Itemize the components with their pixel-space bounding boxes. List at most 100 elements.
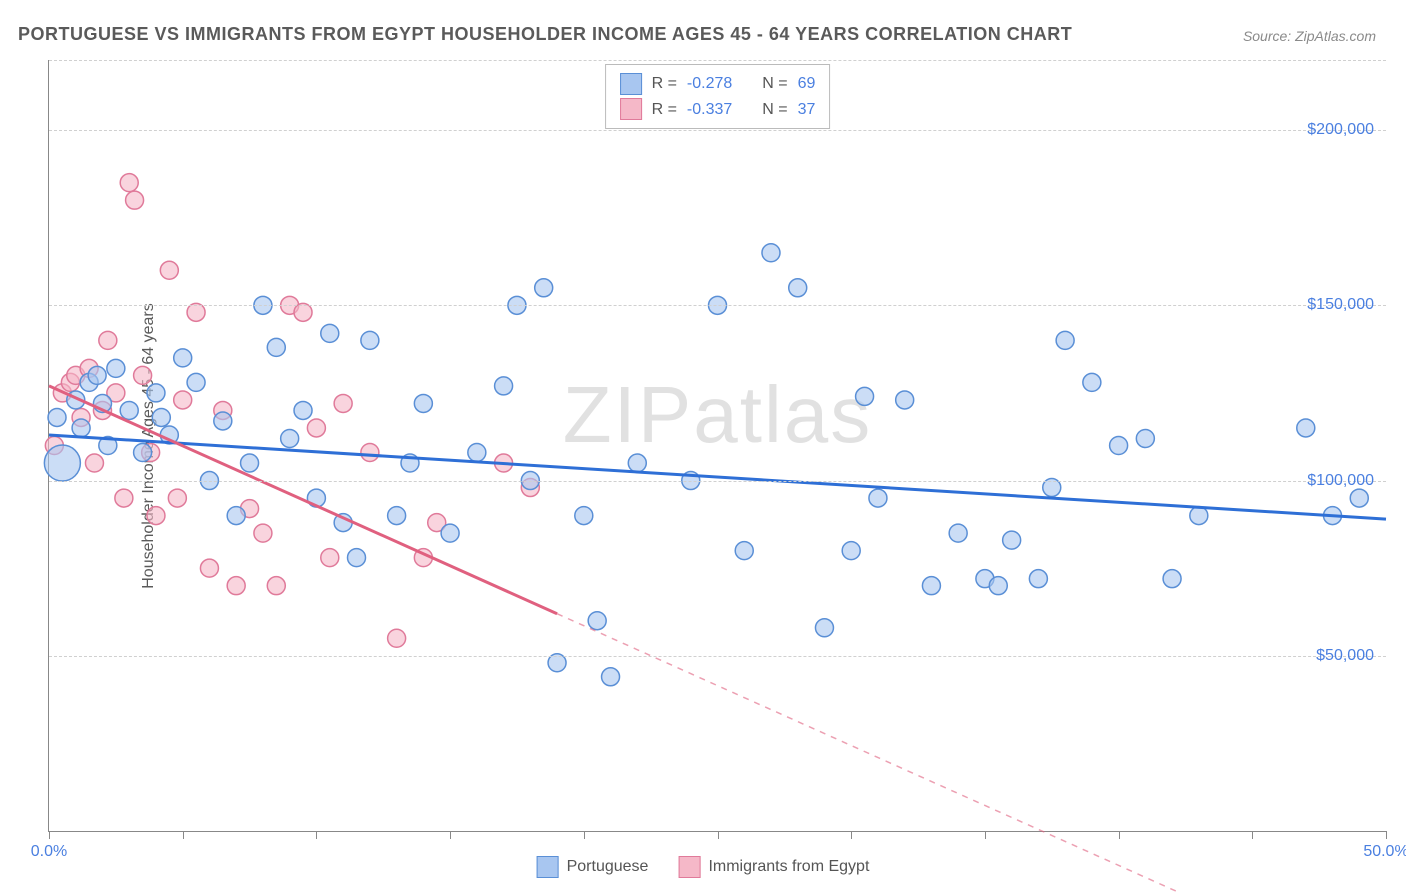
data-point (187, 373, 205, 391)
x-tick (450, 831, 451, 839)
stats-box: R =-0.278N =69R =-0.337N =37 (605, 64, 831, 129)
data-point (174, 349, 192, 367)
data-point (789, 279, 807, 297)
gridline (49, 305, 1386, 306)
x-tick-label: 0.0% (31, 843, 67, 861)
y-tick-label: $150,000 (1307, 296, 1374, 314)
x-tick (851, 831, 852, 839)
data-point (628, 454, 646, 472)
x-tick (1386, 831, 1387, 839)
data-point (267, 577, 285, 595)
source-label: Source: ZipAtlas.com (1243, 28, 1376, 44)
n-label: N = (762, 97, 787, 123)
legend-swatch (537, 856, 559, 878)
gridline (49, 481, 1386, 482)
legend-label: Portuguese (567, 858, 649, 876)
data-point (120, 174, 138, 192)
x-tick-label: 50.0% (1363, 843, 1406, 861)
data-point (72, 419, 90, 437)
data-point (227, 507, 245, 525)
data-point (1350, 489, 1368, 507)
data-point (160, 261, 178, 279)
data-point (762, 244, 780, 262)
data-point (334, 394, 352, 412)
x-tick (1119, 831, 1120, 839)
n-value: 37 (798, 97, 816, 123)
data-point (414, 394, 432, 412)
data-point (361, 444, 379, 462)
data-point (254, 524, 272, 542)
data-point (949, 524, 967, 542)
data-point (388, 507, 406, 525)
legend-item: Immigrants from Egypt (678, 856, 869, 878)
data-point (602, 668, 620, 686)
x-tick (718, 831, 719, 839)
x-tick (985, 831, 986, 839)
data-point (856, 387, 874, 405)
legend-item: Portuguese (537, 856, 649, 878)
legend-swatch (678, 856, 700, 878)
gridline (49, 60, 1386, 61)
stats-row: R =-0.278N =69 (620, 71, 816, 97)
data-point (168, 489, 186, 507)
data-point (88, 366, 106, 384)
y-tick-label: $200,000 (1307, 121, 1374, 139)
data-point (922, 577, 940, 595)
x-tick (1252, 831, 1253, 839)
data-point (99, 331, 117, 349)
data-point (842, 542, 860, 560)
data-point (1163, 570, 1181, 588)
data-point (147, 384, 165, 402)
data-point (281, 429, 299, 447)
series-swatch (620, 98, 642, 120)
data-point (134, 366, 152, 384)
data-point (134, 444, 152, 462)
data-point (126, 191, 144, 209)
data-point (575, 507, 593, 525)
data-point (535, 279, 553, 297)
data-point (1003, 531, 1021, 549)
data-point (321, 324, 339, 342)
gridline (49, 656, 1386, 657)
data-point (361, 331, 379, 349)
data-point (815, 619, 833, 637)
r-value: -0.278 (687, 71, 732, 97)
data-point (1083, 373, 1101, 391)
data-point (307, 419, 325, 437)
n-label: N = (762, 71, 787, 97)
data-point (85, 454, 103, 472)
x-tick (316, 831, 317, 839)
data-point (495, 377, 513, 395)
data-point (48, 408, 66, 426)
n-value: 69 (798, 71, 816, 97)
data-point (115, 489, 133, 507)
x-tick (49, 831, 50, 839)
data-point (388, 629, 406, 647)
series-legend: Portuguese Immigrants from Egypt (537, 856, 870, 878)
data-point (241, 454, 259, 472)
legend-label: Immigrants from Egypt (708, 858, 869, 876)
data-point (1029, 570, 1047, 588)
data-point (1190, 507, 1208, 525)
data-point (174, 391, 192, 409)
data-point (348, 549, 366, 567)
data-point (869, 489, 887, 507)
data-point (227, 577, 245, 595)
gridline (49, 130, 1386, 131)
data-point (1136, 429, 1154, 447)
data-point (468, 444, 486, 462)
chart-title: PORTUGUESE VS IMMIGRANTS FROM EGYPT HOUS… (18, 24, 1072, 45)
data-point (44, 445, 80, 481)
y-tick-label: $100,000 (1307, 472, 1374, 490)
data-point (214, 412, 232, 430)
r-label: R = (652, 97, 677, 123)
data-point (1056, 331, 1074, 349)
data-point (321, 549, 339, 567)
series-swatch (620, 73, 642, 95)
data-point (1110, 437, 1128, 455)
y-tick-label: $50,000 (1316, 647, 1374, 665)
r-value: -0.337 (687, 97, 732, 123)
data-point (441, 524, 459, 542)
data-point (989, 577, 1007, 595)
data-point (152, 408, 170, 426)
